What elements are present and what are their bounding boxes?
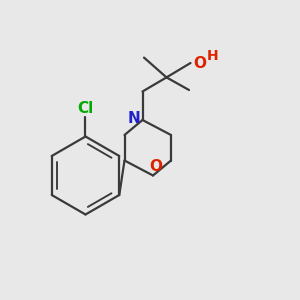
Text: O: O [194,56,206,71]
Text: N: N [127,111,140,126]
Text: H: H [206,49,218,62]
Text: O: O [149,159,162,174]
Text: Cl: Cl [77,101,94,116]
